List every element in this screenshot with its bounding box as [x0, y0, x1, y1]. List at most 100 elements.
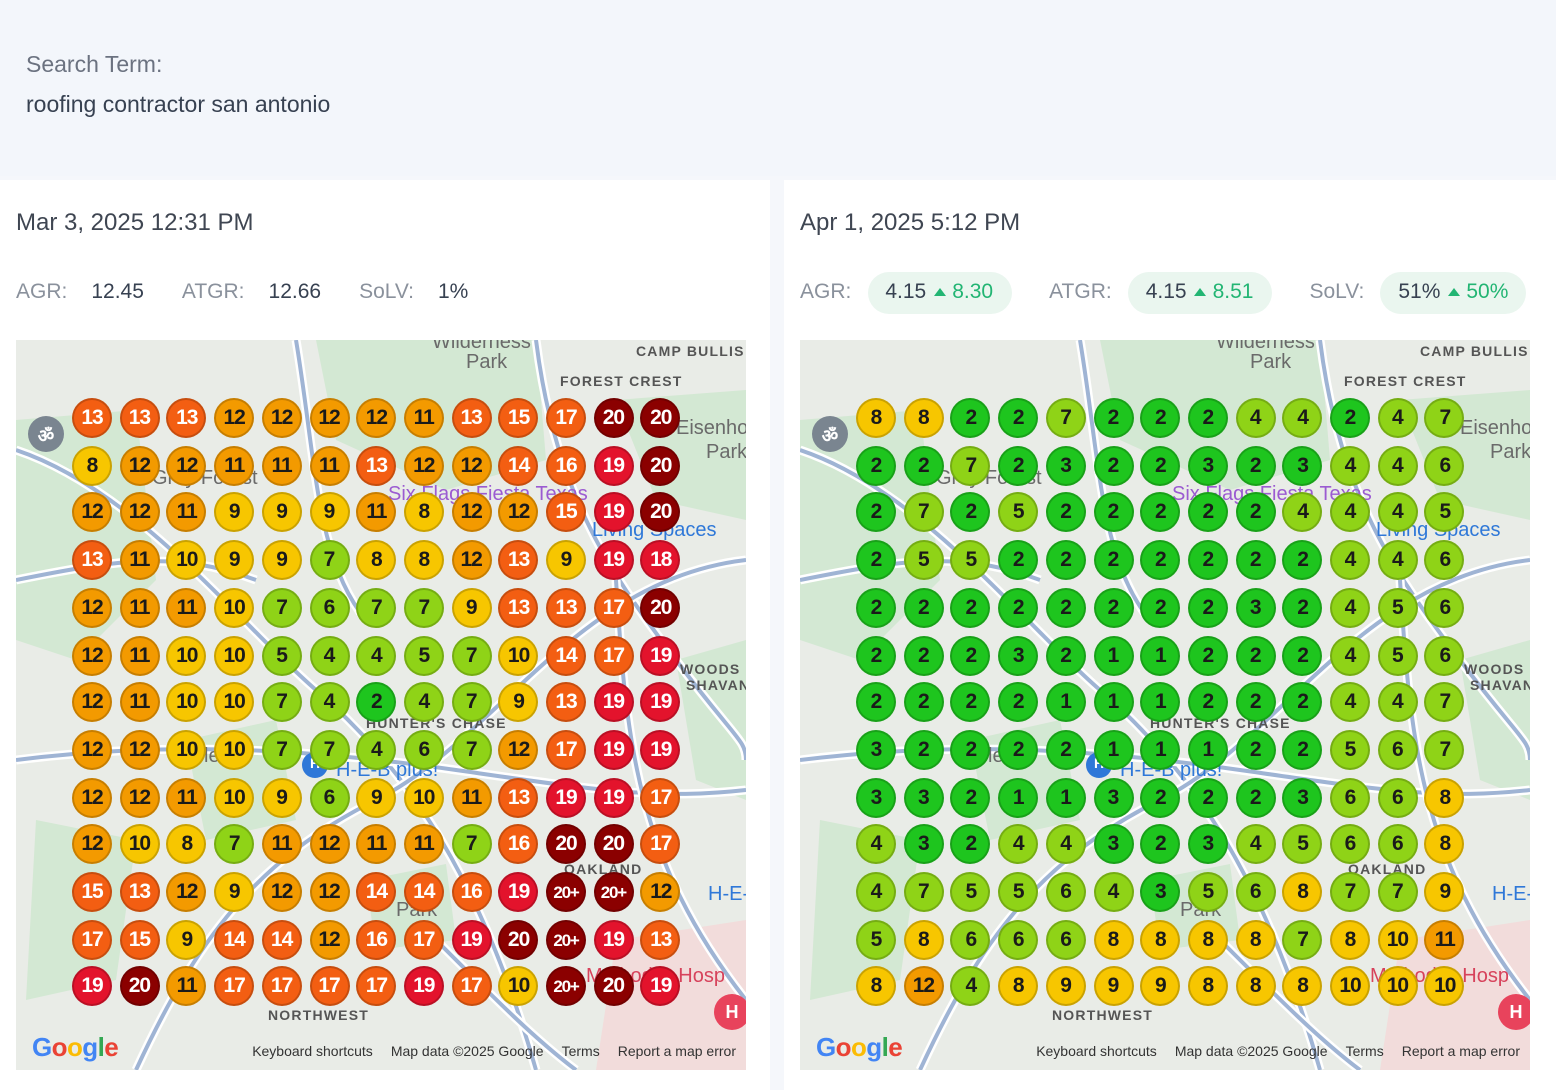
terms-link[interactable]: Terms: [561, 1046, 600, 1060]
rank-dot[interactable]: 2: [1282, 682, 1323, 723]
rank-dot[interactable]: 2: [998, 445, 1039, 486]
om-icon[interactable]: ॐ: [812, 416, 848, 452]
rank-dot[interactable]: 10: [498, 635, 539, 675]
rank-dot[interactable]: 9: [1424, 872, 1465, 912]
rank-dot[interactable]: 11: [214, 445, 255, 486]
rank-dot[interactable]: 3: [1282, 777, 1323, 818]
rank-dot[interactable]: 16: [451, 872, 492, 912]
rank-dot[interactable]: 2: [856, 682, 896, 723]
rank-dot[interactable]: 9: [1093, 966, 1133, 1007]
rank-dot[interactable]: 10: [498, 966, 539, 1007]
rank-dot[interactable]: 2: [950, 398, 991, 438]
rank-dot[interactable]: 10: [166, 729, 207, 770]
rank-dot[interactable]: 2: [1140, 777, 1181, 818]
rank-dot[interactable]: 12: [72, 682, 112, 723]
rank-dot[interactable]: 10: [403, 777, 444, 818]
rank-dot[interactable]: 2: [1045, 635, 1086, 675]
rank-dot[interactable]: 2: [903, 587, 944, 628]
rank-dot[interactable]: 9: [261, 492, 302, 533]
rank-dot[interactable]: 19: [640, 635, 681, 675]
rank-dot[interactable]: 19: [498, 872, 539, 912]
rank-dot[interactable]: 8: [903, 398, 944, 438]
rank-dot[interactable]: 8: [1140, 919, 1181, 960]
rank-dot[interactable]: 17: [546, 729, 586, 770]
rank-dot[interactable]: 8: [856, 966, 896, 1007]
rank-dot[interactable]: 1: [1140, 635, 1181, 675]
report-error-link[interactable]: Report a map error: [1401, 1046, 1520, 1060]
rank-dot[interactable]: 2: [950, 824, 991, 865]
rank-dot[interactable]: 7: [451, 635, 492, 675]
rank-dot[interactable]: 7: [1377, 872, 1418, 912]
rank-dot[interactable]: 8: [403, 492, 444, 533]
rank-dot[interactable]: 12: [72, 492, 112, 533]
rank-dot[interactable]: 20: [593, 824, 634, 865]
rank-dot[interactable]: 4: [1282, 398, 1323, 438]
hospital-icon[interactable]: H: [714, 994, 746, 1030]
rank-dot[interactable]: 10: [214, 635, 255, 675]
rank-dot[interactable]: 13: [498, 587, 539, 628]
rank-dot[interactable]: 8: [1282, 872, 1323, 912]
rank-dot[interactable]: 13: [451, 398, 492, 438]
rank-dot[interactable]: 4: [1235, 824, 1276, 865]
rank-dot[interactable]: 10: [166, 682, 207, 723]
rank-dot[interactable]: 4: [1377, 445, 1418, 486]
rank-dot[interactable]: 12: [498, 492, 539, 533]
rank-dot[interactable]: 12: [119, 492, 160, 533]
rank-dot[interactable]: 2: [1045, 492, 1086, 533]
rank-dot[interactable]: 12: [498, 729, 539, 770]
rank-dot[interactable]: 8: [72, 445, 112, 486]
rank-dot[interactable]: 2: [1093, 492, 1133, 533]
rank-dot[interactable]: 19: [593, 919, 634, 960]
rank-dot[interactable]: 2: [1140, 492, 1181, 533]
rank-dot[interactable]: 2: [1045, 729, 1086, 770]
rank-dot[interactable]: 2: [1093, 398, 1133, 438]
rank-dot[interactable]: 10: [214, 729, 255, 770]
rank-dot[interactable]: 20: [640, 445, 681, 486]
rank-dot[interactable]: 2: [950, 777, 991, 818]
rank-dot[interactable]: 14: [546, 635, 586, 675]
rank-dot[interactable]: 10: [1377, 919, 1418, 960]
rank-dot[interactable]: 9: [261, 540, 302, 581]
rank-dot[interactable]: 11: [403, 398, 444, 438]
rank-dot[interactable]: 2: [856, 540, 896, 581]
terms-link[interactable]: Terms: [1345, 1046, 1384, 1060]
rank-dot[interactable]: 4: [1330, 635, 1370, 675]
rank-dot[interactable]: 2: [1235, 777, 1276, 818]
rank-dot[interactable]: 7: [309, 540, 349, 581]
rank-dot[interactable]: 8: [403, 540, 444, 581]
rank-dot[interactable]: 4: [1377, 682, 1418, 723]
rank-dot[interactable]: 12: [119, 777, 160, 818]
rank-dot[interactable]: 13: [546, 682, 586, 723]
keyboard-shortcuts-link[interactable]: Keyboard shortcuts: [1036, 1046, 1157, 1060]
rank-dot[interactable]: 9: [214, 540, 255, 581]
rank-dot[interactable]: 5: [1330, 729, 1370, 770]
rank-dot[interactable]: 7: [903, 872, 944, 912]
rank-dot[interactable]: 13: [498, 540, 539, 581]
rank-dot[interactable]: 6: [1377, 729, 1418, 770]
rank-dot[interactable]: 2: [950, 492, 991, 533]
rank-dot[interactable]: 14: [356, 872, 397, 912]
rank-dot[interactable]: 20+: [546, 872, 586, 912]
rank-dot[interactable]: 14: [261, 919, 302, 960]
rank-dot[interactable]: 5: [1377, 635, 1418, 675]
rank-dot[interactable]: 6: [1330, 777, 1370, 818]
rank-dot[interactable]: 11: [451, 777, 492, 818]
rank-dot[interactable]: 3: [1187, 445, 1228, 486]
rank-dot[interactable]: 4: [309, 682, 349, 723]
rank-dot[interactable]: 5: [1424, 492, 1465, 533]
rank-dot[interactable]: 2: [950, 682, 991, 723]
rank-dot[interactable]: 2: [1140, 398, 1181, 438]
rank-dot[interactable]: 15: [498, 398, 539, 438]
rank-dot[interactable]: 7: [261, 729, 302, 770]
rank-dot[interactable]: 11: [261, 824, 302, 865]
rank-dot[interactable]: 2: [1187, 777, 1228, 818]
rank-dot[interactable]: 17: [451, 966, 492, 1007]
rank-dot[interactable]: 10: [119, 824, 160, 865]
rank-dot[interactable]: 19: [593, 682, 634, 723]
rank-dot[interactable]: 10: [214, 777, 255, 818]
rank-dot[interactable]: 2: [1282, 635, 1323, 675]
rank-dot[interactable]: 10: [1377, 966, 1418, 1007]
rank-dot[interactable]: 20+: [546, 919, 586, 960]
rank-dot[interactable]: 2: [1093, 587, 1133, 628]
om-icon[interactable]: ॐ: [28, 416, 64, 452]
